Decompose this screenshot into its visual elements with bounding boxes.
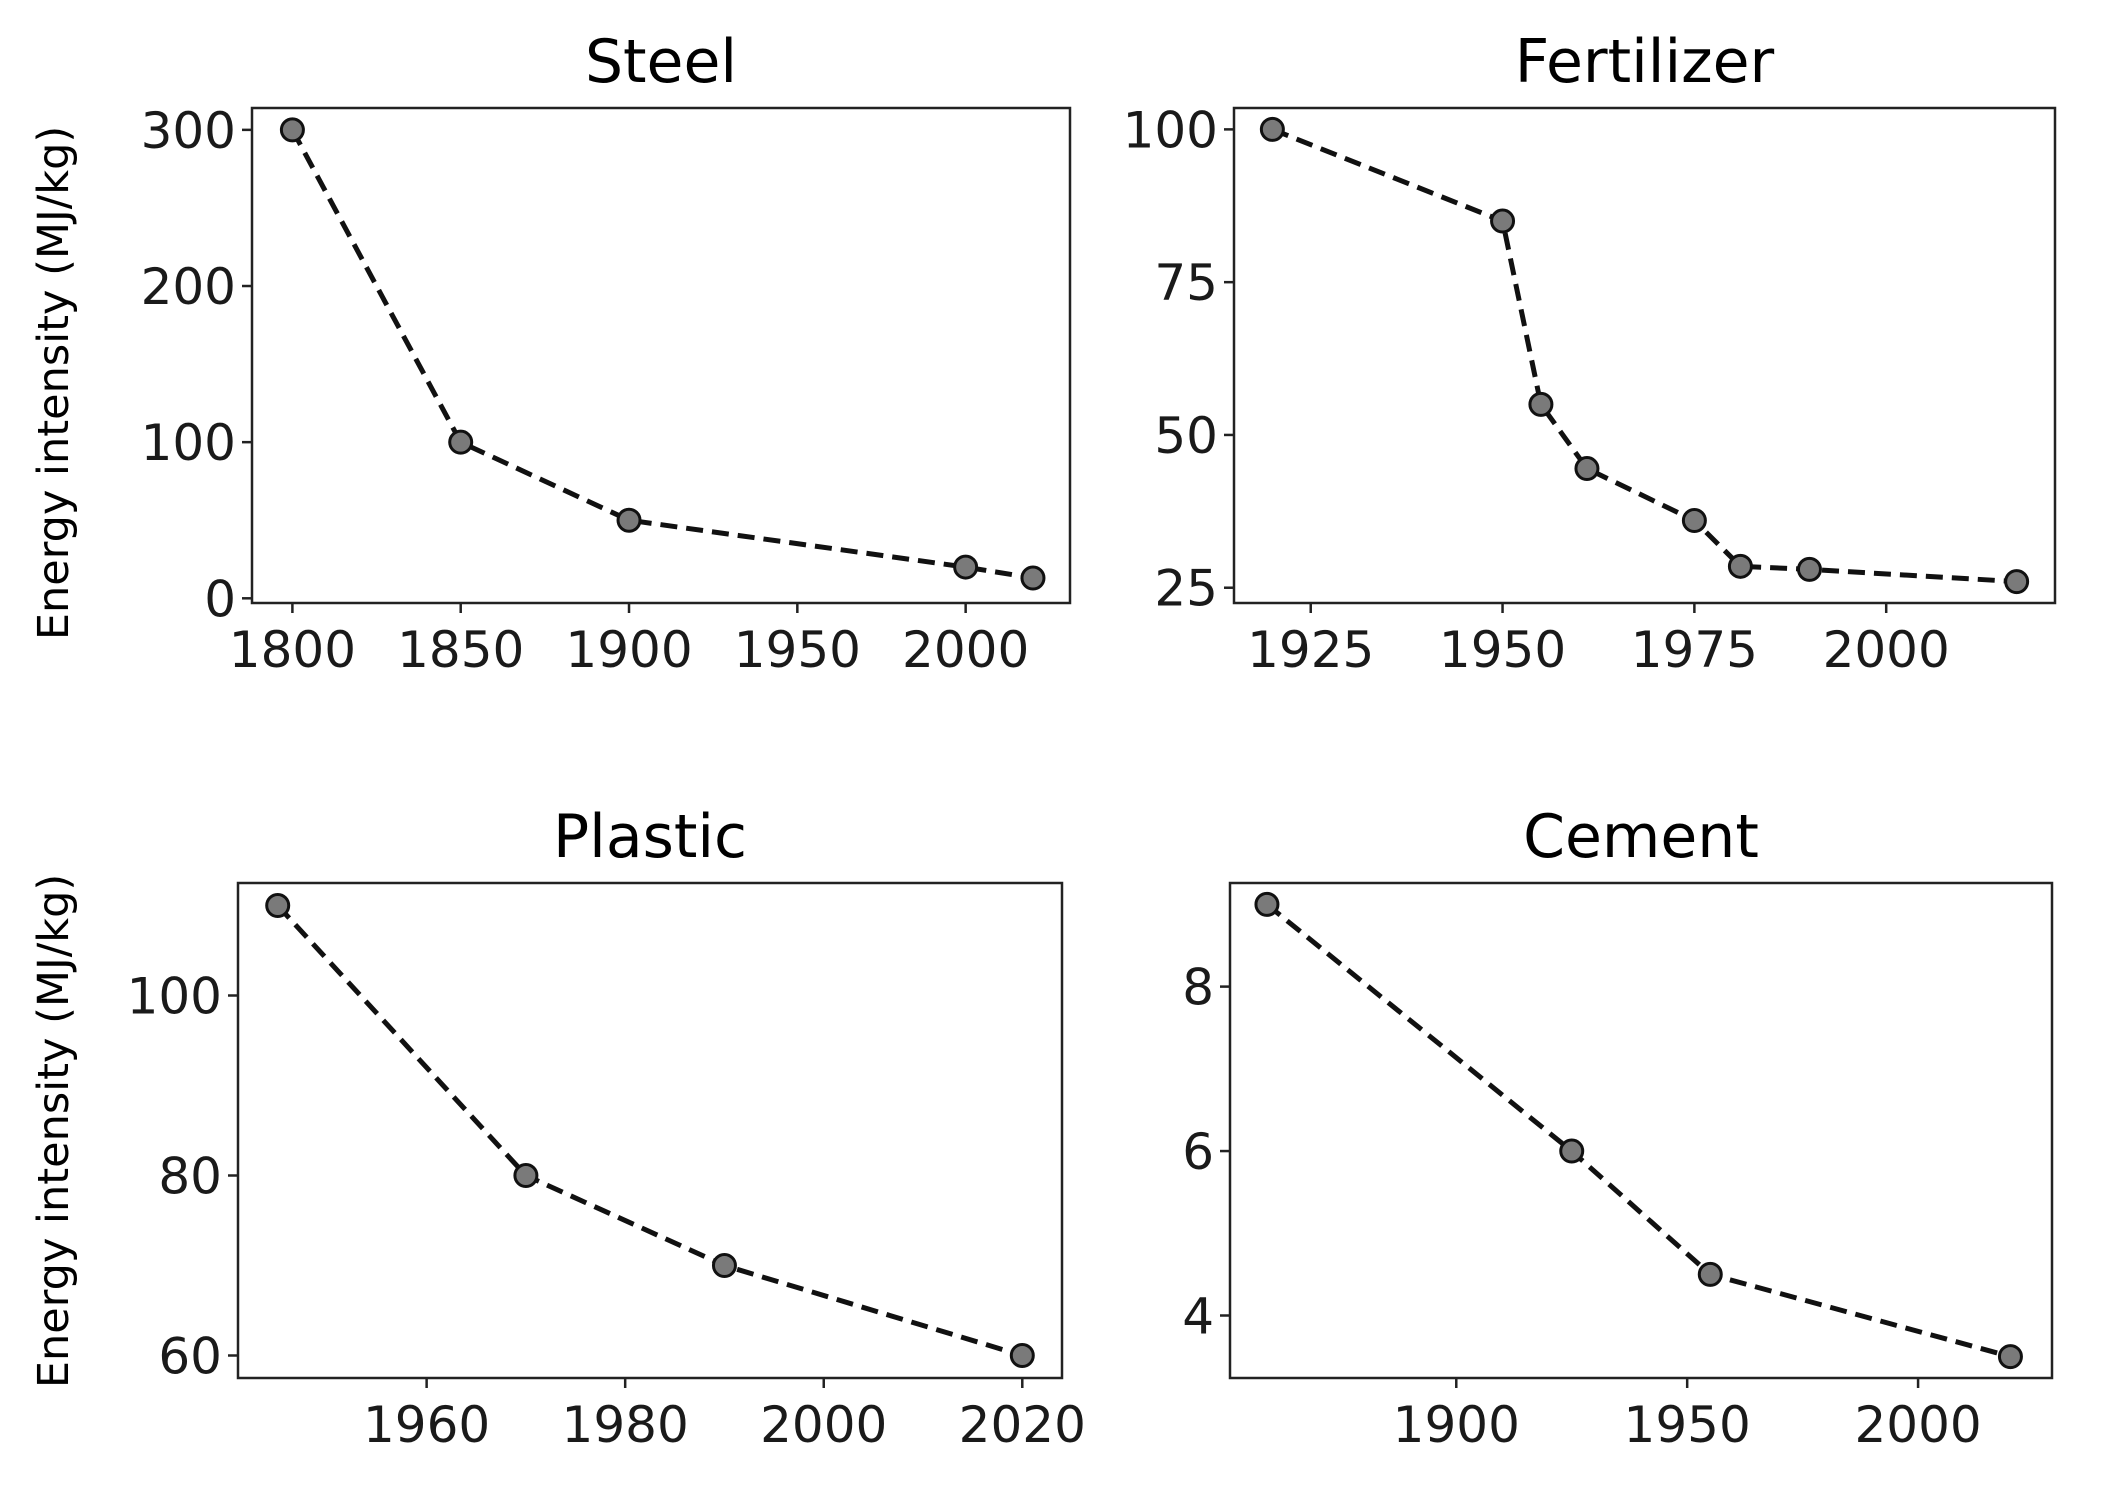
data-point: [1574, 456, 1600, 482]
y-tick-label: 100: [1123, 101, 1218, 159]
data-point: [448, 429, 474, 455]
x-tick-label: 1900: [565, 621, 692, 679]
chart-title: Cement: [1523, 802, 1759, 872]
plot-frame: [236, 881, 1064, 1380]
chart-panel-plastic: Plastic 1960 1980 2000 2020 60 80 100 Energy int…: [29, 802, 1086, 1454]
data-point: [1796, 556, 1822, 582]
data-point: [1254, 891, 1280, 917]
chart-panel-steel: Steel 1800 1850 1900 1950 2000 0 100 200 300 Energ…: [29, 27, 1072, 679]
x-tick-label: 2000: [1823, 621, 1950, 679]
chart-title: Steel: [585, 27, 737, 97]
plot-frame: [250, 106, 1072, 605]
data-point: [1997, 1344, 2023, 1370]
y-tick-label: 75: [1154, 254, 1218, 312]
data-point: [513, 1163, 539, 1188]
chart-title: Plastic: [553, 802, 747, 872]
x-tick-label: 2000: [1854, 1396, 1981, 1454]
x-tick-label: 1975: [1631, 621, 1758, 679]
y-tick-label: 100: [127, 968, 222, 1026]
y-tick-label: 25: [1154, 560, 1218, 618]
y-tick-label: 200: [141, 258, 236, 316]
data-point: [265, 893, 291, 918]
data-point: [1020, 565, 1046, 591]
y-tick-label: 80: [158, 1148, 222, 1206]
x-tick-label: 1960: [363, 1396, 490, 1454]
data-point: [1009, 1343, 1035, 1368]
y-tick-label: 50: [1154, 407, 1218, 465]
series-line: [1271, 127, 2017, 585]
y-axis-label: Energy intensity (MJ/kg): [29, 874, 79, 1388]
y-tick-label: 60: [158, 1328, 222, 1386]
x-tick-label: 1950: [1439, 621, 1566, 679]
y-tick-label: 300: [141, 102, 236, 160]
x-tick-label: 2000: [902, 621, 1029, 679]
chart-title: Fertilizer: [1515, 27, 1775, 97]
y-tick-label: 8: [1182, 959, 1214, 1017]
y-tick-label: 0: [204, 570, 236, 628]
x-tick-label: 1950: [734, 621, 861, 679]
x-tick-label: 1925: [1247, 621, 1374, 679]
x-tick-label: 1980: [562, 1396, 689, 1454]
x-tick-label: 1950: [1624, 1396, 1751, 1454]
data-point: [711, 1253, 737, 1278]
x-tick-label: 1850: [397, 621, 524, 679]
x-tick-label: 2000: [760, 1396, 887, 1454]
y-tick-label: 100: [141, 414, 236, 472]
data-point: [1490, 208, 1516, 234]
y-tick-label: 4: [1182, 1288, 1214, 1346]
x-tick-label: 1900: [1393, 1396, 1520, 1454]
chart-panel-cement: Cement 1900 1950 2000 4 6 8: [1182, 802, 2054, 1454]
data-point: [1727, 553, 1753, 579]
data-point: [279, 117, 305, 143]
x-tick-label: 1800: [229, 621, 356, 679]
series-line: [1265, 902, 2012, 1360]
data-point: [1259, 116, 1285, 142]
plot-frame: [1228, 881, 2054, 1380]
x-tick-label: 2020: [959, 1396, 1086, 1454]
data-point: [616, 507, 642, 533]
y-tick-label: 6: [1182, 1123, 1214, 1181]
data-point: [1528, 391, 1554, 417]
data-point: [953, 554, 979, 580]
plot-frame: [1232, 106, 2057, 605]
series-line: [275, 903, 1024, 1358]
y-axis-label: Energy intensity (MJ/kg): [29, 126, 79, 640]
data-point: [1697, 1261, 1723, 1287]
data-point: [1559, 1138, 1585, 1164]
chart-panel-fertilizer: Fertilizer 1925 1950 1975 2000 25 50 75 100: [1123, 27, 2057, 679]
series-line: [290, 128, 1034, 581]
data-point: [2004, 569, 2030, 595]
data-point: [1681, 508, 1707, 533]
